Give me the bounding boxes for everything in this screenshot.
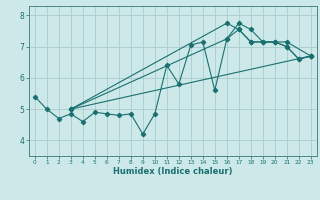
X-axis label: Humidex (Indice chaleur): Humidex (Indice chaleur) (113, 167, 233, 176)
